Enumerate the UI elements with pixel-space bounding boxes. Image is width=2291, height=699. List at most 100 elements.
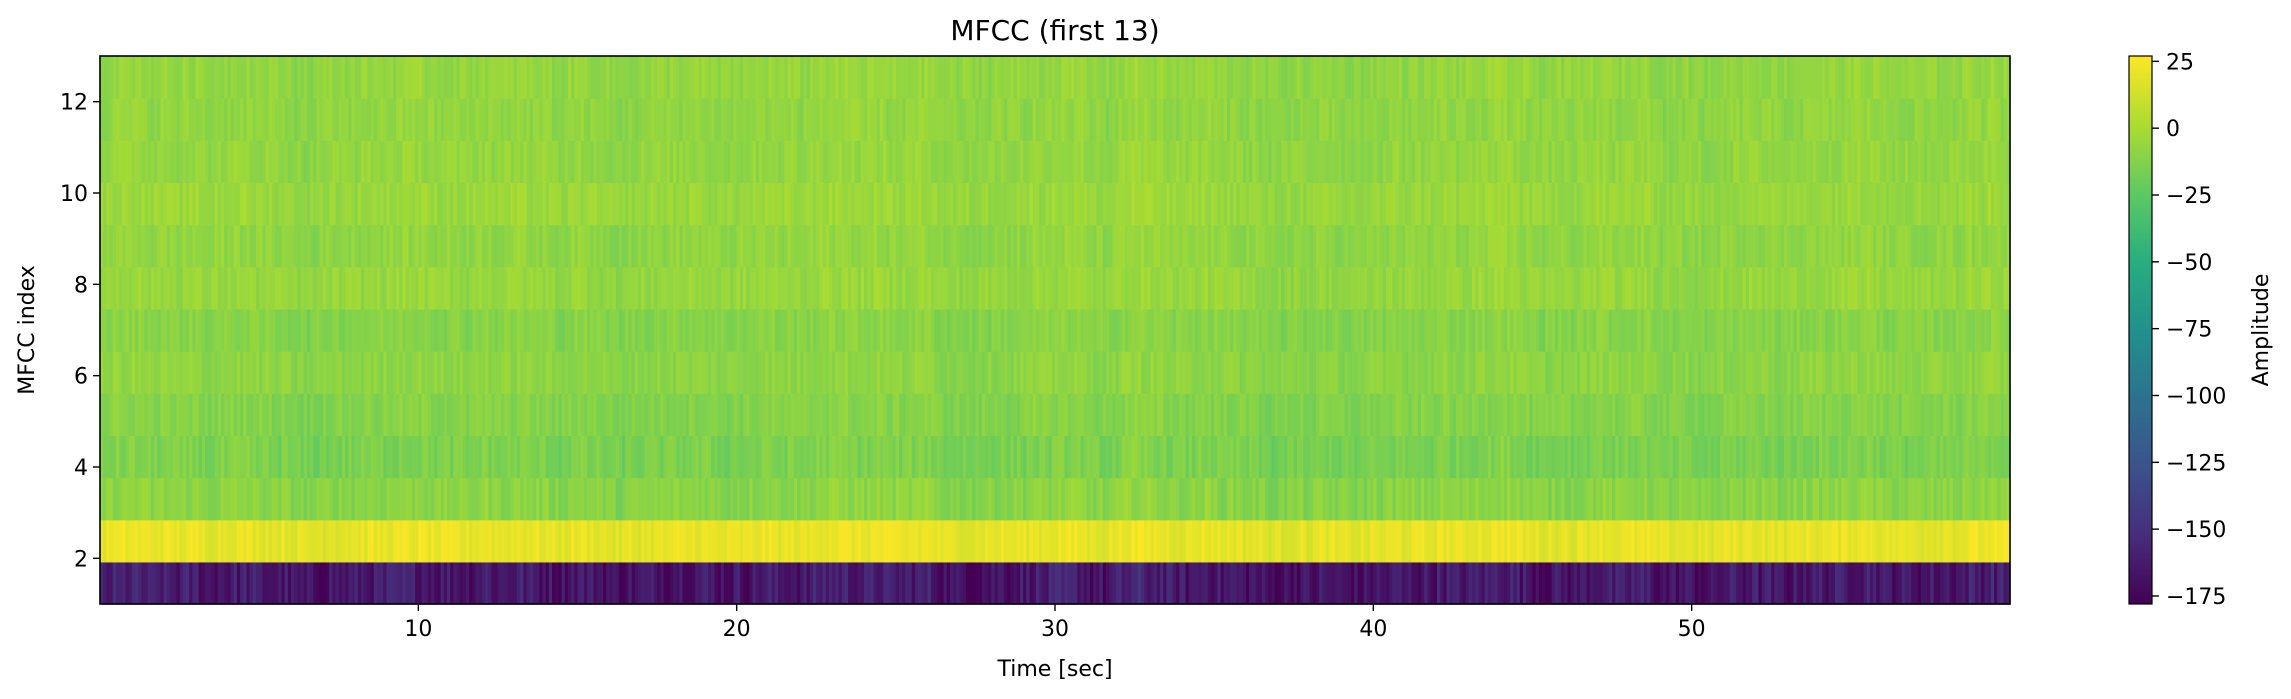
heatmap-cell	[803, 266, 808, 310]
heatmap-cell	[997, 266, 1002, 310]
heatmap-cell	[1105, 266, 1110, 310]
heatmap-cell	[265, 266, 270, 310]
heatmap-cell	[1274, 561, 1279, 605]
heatmap-cell	[1010, 435, 1015, 479]
heatmap-cell	[115, 266, 120, 310]
heatmap-cell	[1812, 266, 1817, 310]
heatmap-cell	[688, 519, 693, 563]
heatmap-cell	[816, 266, 821, 310]
heatmap-cell	[1599, 266, 1604, 310]
heatmap-cell	[685, 435, 690, 479]
heatmap-cell	[1061, 308, 1066, 352]
heatmap-cell	[1666, 561, 1670, 605]
heatmap-cell	[1889, 477, 1893, 521]
heatmap-cell	[1596, 477, 1600, 521]
heatmap-cell	[310, 477, 314, 521]
heatmap-cell	[115, 519, 120, 563]
heatmap-cell	[501, 393, 505, 436]
heatmap-cell	[128, 435, 133, 479]
heatmap-cell	[1427, 477, 1432, 521]
heatmap-cell	[555, 351, 559, 394]
heatmap-cell	[1959, 308, 1963, 352]
heatmap-cell	[774, 351, 779, 394]
heatmap-cell	[1019, 477, 1024, 521]
heatmap-cell	[485, 477, 489, 521]
heatmap-cell	[752, 435, 757, 479]
heatmap-cell	[574, 477, 579, 521]
heatmap-cell	[434, 477, 439, 521]
heatmap-cell	[268, 351, 273, 394]
heatmap-cell	[1405, 561, 1409, 605]
heatmap-cell	[583, 308, 588, 352]
heatmap-cell	[1080, 266, 1085, 310]
heatmap-cell	[220, 393, 225, 436]
heatmap-cell	[478, 266, 483, 310]
heatmap-cell	[571, 224, 575, 268]
heatmap-cell	[1121, 477, 1126, 521]
heatmap-cell	[1570, 519, 1575, 563]
heatmap-cell	[1411, 308, 1416, 352]
heatmap-cell	[373, 519, 378, 563]
heatmap-cell	[1672, 561, 1677, 605]
heatmap-cell	[1414, 435, 1419, 479]
heatmap-cell	[1663, 561, 1667, 605]
heatmap-cell	[367, 351, 372, 394]
heatmap-cell	[517, 351, 521, 394]
heatmap-cell	[364, 435, 368, 479]
heatmap-cell	[138, 561, 142, 605]
heatmap-cell	[631, 519, 636, 563]
heatmap-cell	[1971, 519, 1976, 563]
heatmap-cell	[163, 393, 168, 436]
heatmap-cell	[1064, 266, 1069, 310]
heatmap-cell	[1265, 477, 1269, 521]
heatmap-cell	[380, 351, 384, 394]
heatmap-cell	[291, 393, 295, 436]
heatmap-cell	[1519, 435, 1524, 479]
heatmap-cell	[1675, 519, 1680, 563]
heatmap-cell	[1822, 477, 1826, 521]
heatmap-cell	[1997, 435, 2002, 479]
heatmap-cell	[548, 519, 553, 563]
heatmap-cell	[1806, 477, 1811, 521]
heatmap-cell	[653, 351, 658, 394]
heatmap-cell	[867, 561, 871, 605]
heatmap-cell	[1437, 561, 1441, 605]
heatmap-cell	[198, 351, 203, 394]
heatmap-cell	[1357, 308, 1362, 352]
heatmap-cell	[1207, 308, 1212, 352]
heatmap-cell	[542, 477, 547, 521]
heatmap-cell	[867, 351, 871, 394]
heatmap-cell	[593, 435, 598, 479]
heatmap-cell	[1612, 519, 1616, 563]
heatmap-cell	[418, 393, 423, 436]
heatmap-cell	[1281, 308, 1285, 352]
heatmap-cell	[383, 266, 388, 310]
heatmap-cell	[1258, 435, 1263, 479]
heatmap-cell	[526, 266, 531, 310]
heatmap-cell	[889, 561, 894, 605]
heatmap-cell	[462, 477, 467, 521]
heatmap-cell	[217, 393, 222, 436]
heatmap-cell	[1004, 393, 1008, 436]
heatmap-cell	[1185, 351, 1190, 394]
heatmap-cell	[1449, 477, 1454, 521]
heatmap-cell	[883, 351, 887, 394]
heatmap-cell	[835, 351, 840, 394]
heatmap-cell	[1783, 308, 1788, 352]
heatmap-cell	[1414, 477, 1419, 521]
heatmap-cell	[1389, 266, 1394, 310]
heatmap-cell	[790, 435, 795, 479]
heatmap-cell	[870, 435, 875, 479]
heatmap-cell	[1726, 435, 1731, 479]
heatmap-cell	[1879, 477, 1884, 521]
heatmap-cell	[141, 477, 146, 521]
heatmap-cell	[1548, 351, 1553, 394]
heatmap-cell	[746, 351, 750, 394]
heatmap-cell	[988, 351, 992, 394]
heatmap-cell	[434, 351, 439, 394]
heatmap-cell	[1678, 561, 1683, 605]
heatmap-cell	[991, 519, 996, 563]
heatmap-cell	[749, 435, 754, 479]
heatmap-cell	[558, 477, 563, 521]
heatmap-cell	[240, 266, 244, 310]
